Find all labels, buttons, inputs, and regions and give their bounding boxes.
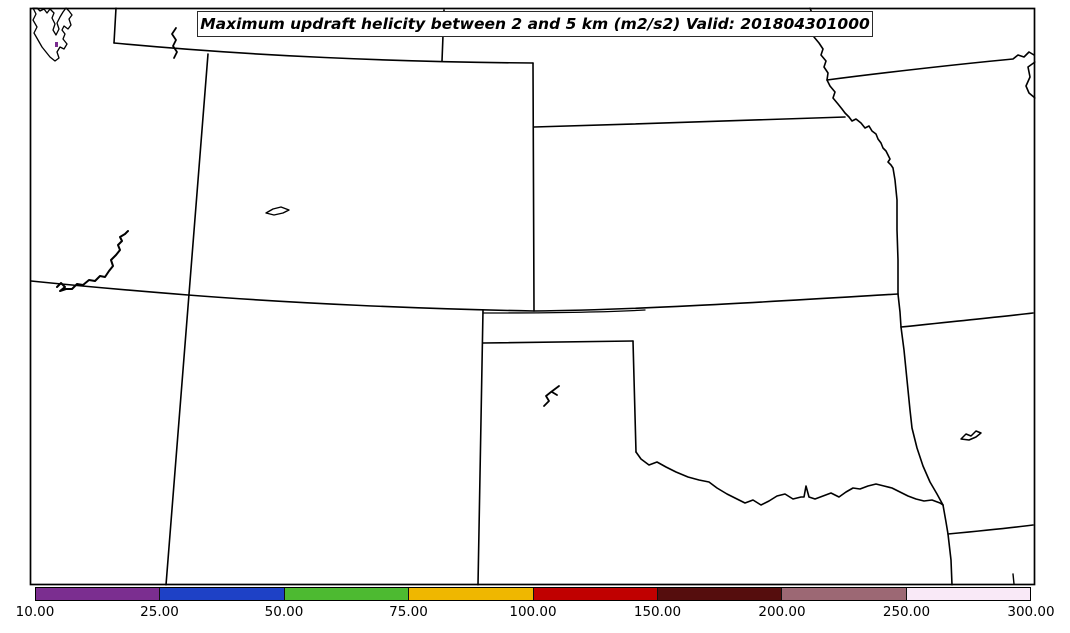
mississippi-river-corner bbox=[1025, 61, 1036, 99]
state-border-100w-texas-oklahoma bbox=[632, 340, 637, 453]
state-border-41n-utah-wyoming-colorado bbox=[113, 42, 534, 64]
oklahoma-panhandle-north-border bbox=[482, 309, 646, 314]
colorbar bbox=[35, 587, 1031, 601]
state-border-iowa-missouri bbox=[826, 51, 1035, 81]
plot-title-box: Maximum updraft helicity between 2 and 5… bbox=[197, 11, 873, 37]
colorbar-tick-label: 100.00 bbox=[509, 604, 557, 620]
colorbar-tick-label: 25.00 bbox=[140, 604, 179, 620]
colorbar-tick-label: 150.00 bbox=[633, 604, 682, 620]
plot-title: Maximum updraft helicity between 2 and 5… bbox=[200, 15, 870, 33]
colorbar-tick-label: 300.00 bbox=[1007, 604, 1055, 620]
colorbar-segment-200-250 bbox=[782, 588, 907, 600]
colorbar-segment-50-75 bbox=[284, 588, 410, 600]
state-border-40n-nebraska-kansas bbox=[533, 116, 846, 128]
colorbar-segment-150-200 bbox=[657, 588, 783, 600]
lake-powell bbox=[56, 230, 129, 292]
colorbar-segment-25-50 bbox=[160, 588, 285, 600]
state-border-wyoming-west-111w bbox=[113, 7, 117, 44]
colorbar-tick-label: 10.00 bbox=[15, 604, 55, 620]
state-border-33n-arkansas-louisiana bbox=[947, 524, 1034, 535]
great-salt-lake bbox=[32, 7, 73, 62]
colorbar-tick-label: 50.00 bbox=[264, 604, 304, 620]
state-border-365n-oklahoma-texas-panhandle bbox=[482, 340, 634, 344]
state-border-37n-utah-arizona-colorado-newmexico-kansas-oklahoma bbox=[30, 280, 899, 312]
lake-meredith bbox=[543, 385, 560, 407]
flaming-gorge-reservoir bbox=[171, 27, 178, 59]
colorbar-segment-100-150 bbox=[533, 588, 658, 600]
colorbar-tick-label: 250.00 bbox=[882, 604, 931, 620]
lake-ouachita bbox=[960, 430, 982, 441]
colorbar-tick-label: 75.00 bbox=[389, 604, 428, 620]
red-river-oklahoma-texas bbox=[635, 451, 944, 506]
state-border-109w-utah-colorado-arizona-newmexico bbox=[165, 53, 209, 586]
missouri-river-border bbox=[809, 7, 899, 295]
blue-mesa-reservoir bbox=[265, 206, 290, 216]
colorbar-segment-75-100 bbox=[409, 588, 534, 600]
small-border-segment-bottom bbox=[1012, 573, 1015, 585]
colorbar-tick-label: 200.00 bbox=[758, 604, 806, 620]
colorbar-segment-250-300 bbox=[906, 588, 1030, 600]
map-frame bbox=[29, 7, 1036, 586]
state-border-102w-colorado-nebraska-kansas bbox=[532, 62, 535, 312]
state-border-texas-arkansas bbox=[942, 504, 953, 586]
state-border-103w-newmexico-oklahoma-texas bbox=[477, 309, 484, 586]
updraft-helicity-swath-dot bbox=[55, 42, 58, 47]
colorbar-segment-10-25 bbox=[36, 588, 161, 600]
state-border-365n-missouri-arkansas bbox=[900, 312, 1034, 328]
